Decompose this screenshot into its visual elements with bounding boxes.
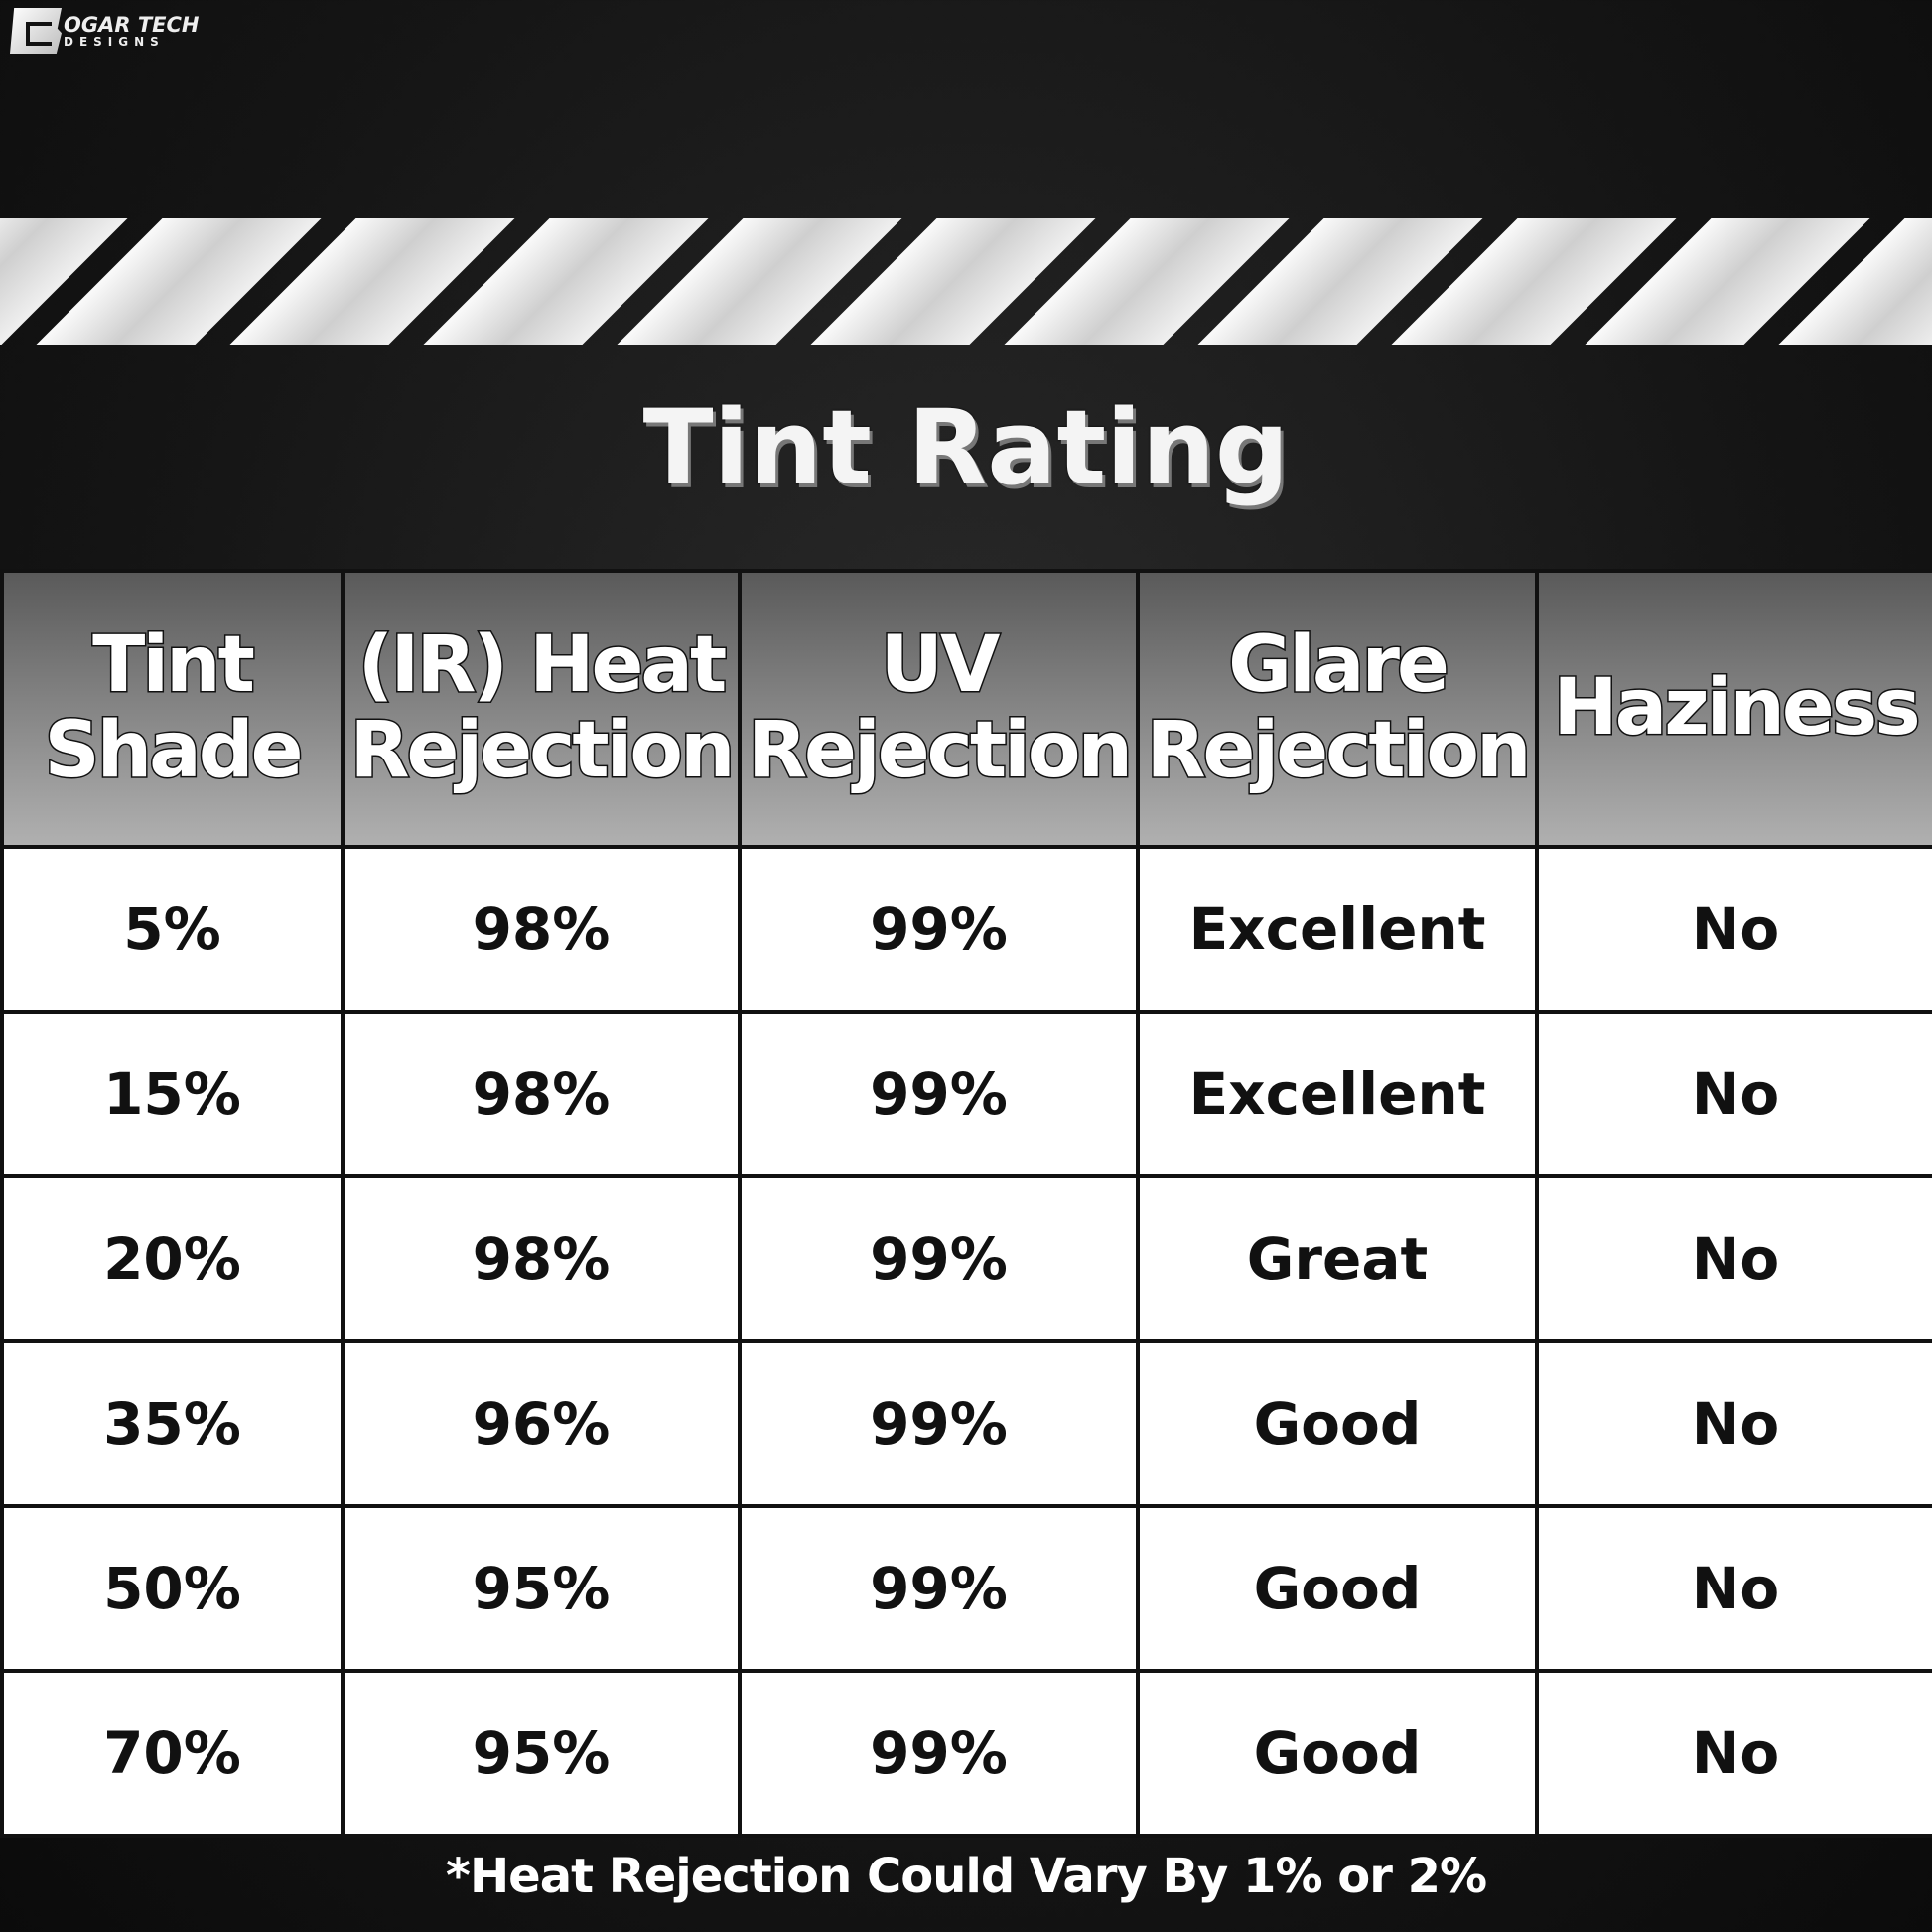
table-cell: 20% bbox=[0, 1174, 345, 1343]
table-cell: 98% bbox=[341, 1010, 742, 1178]
header-line: Rejection bbox=[747, 706, 1135, 795]
table-cell: 50% bbox=[0, 1504, 345, 1673]
table-cell: 99% bbox=[738, 1339, 1140, 1508]
column-header: (IR) Heat Rejection bbox=[341, 569, 742, 849]
table-row: 5% 98% 99% Excellent No bbox=[0, 845, 1932, 1014]
header-line: Glare bbox=[1227, 621, 1451, 711]
table-cell: No bbox=[1535, 1504, 1932, 1673]
table-row: 15% 98% 99% Excellent No bbox=[0, 1010, 1932, 1178]
table-cell: 35% bbox=[0, 1339, 345, 1508]
table-cell: No bbox=[1535, 1010, 1932, 1178]
table-cell: No bbox=[1535, 845, 1932, 1014]
table-cell: 95% bbox=[341, 1669, 742, 1838]
column-header: UV Rejection bbox=[738, 569, 1140, 849]
table-cell: 99% bbox=[738, 1669, 1140, 1838]
header-line: Shade bbox=[43, 706, 305, 795]
table-cell: 5% bbox=[0, 845, 345, 1014]
table-cell: 99% bbox=[738, 1174, 1140, 1343]
hazard-stripes bbox=[0, 218, 1932, 345]
table-cell: 96% bbox=[341, 1339, 742, 1508]
table-cell: No bbox=[1535, 1669, 1932, 1838]
table-cell: 99% bbox=[738, 1504, 1140, 1673]
header-line: Rejection bbox=[348, 706, 737, 795]
tint-rating-table: Tint Shade (IR) Heat Rejection UV Rejection Gl… bbox=[0, 569, 1932, 1838]
header-line: Tint bbox=[91, 621, 257, 711]
header-line: (IR) Heat bbox=[356, 621, 729, 711]
table-cell: 99% bbox=[738, 1010, 1140, 1178]
page-title: Tint Rating bbox=[642, 387, 1290, 508]
table-cell: 98% bbox=[341, 1174, 742, 1343]
header-line: Haziness bbox=[1552, 663, 1922, 754]
table-cell: 95% bbox=[341, 1504, 742, 1673]
header-line: UV bbox=[879, 621, 1002, 711]
table-row: 35% 96% 99% Good No bbox=[0, 1339, 1932, 1508]
table-cell: Good bbox=[1136, 1339, 1539, 1508]
table-row: 50% 95% 99% Good No bbox=[0, 1504, 1932, 1673]
table-cell: 99% bbox=[738, 845, 1140, 1014]
logo-line2: DESIGNS bbox=[64, 34, 165, 49]
logo-b-icon bbox=[10, 8, 62, 54]
table-cell: Good bbox=[1136, 1669, 1539, 1838]
brand-logo: OGAR TECH DESIGNS bbox=[10, 8, 199, 54]
table-cell: Great bbox=[1136, 1174, 1539, 1343]
footnote: *Heat Rejection Could Vary By 1% or 2% bbox=[445, 1849, 1487, 1904]
table-cell: 98% bbox=[341, 845, 742, 1014]
table-cell: 70% bbox=[0, 1669, 345, 1838]
column-header: Haziness bbox=[1535, 569, 1932, 849]
column-header: Tint Shade bbox=[0, 569, 345, 849]
logo-line1: OGAR TECH bbox=[64, 12, 200, 37]
table-cell: 15% bbox=[0, 1010, 345, 1178]
table-cell: Excellent bbox=[1136, 845, 1539, 1014]
table-cell: Good bbox=[1136, 1504, 1539, 1673]
header-line: Rejection bbox=[1145, 706, 1533, 795]
table-cell: No bbox=[1535, 1174, 1932, 1343]
table-row: 20% 98% 99% Great No bbox=[0, 1174, 1932, 1343]
column-header: Glare Rejection bbox=[1136, 569, 1539, 849]
table-row: 70% 95% 99% Good No bbox=[0, 1669, 1932, 1838]
table-cell: No bbox=[1535, 1339, 1932, 1508]
table-cell: Excellent bbox=[1136, 1010, 1539, 1178]
